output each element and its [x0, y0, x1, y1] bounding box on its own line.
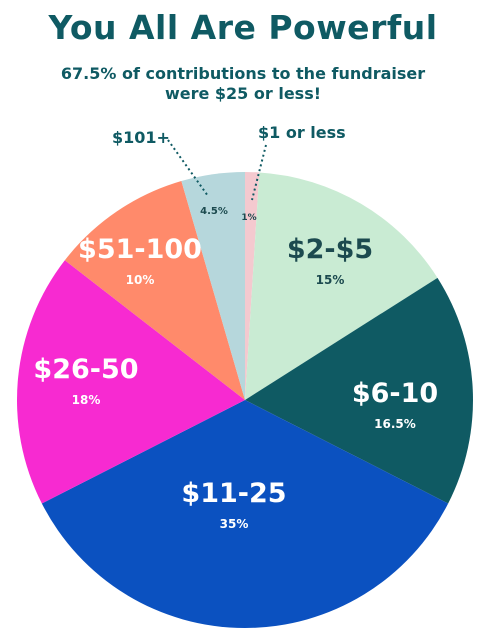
slice-pct-11-25: 35% — [220, 517, 249, 531]
pie-slice-2-5 — [245, 172, 438, 400]
callout-label-101: $101+ — [112, 128, 170, 147]
slice-label-11-25: $11-25 — [181, 478, 286, 509]
pie-slice-51-100 — [64, 181, 245, 400]
slice-pct-51-100: 10% — [126, 273, 155, 287]
callout-label-1-or-less: $1 or less — [258, 123, 346, 142]
pie-slice-6-10 — [245, 277, 473, 504]
slice-label-51-100: $51-100 — [78, 234, 202, 265]
slice-pct-2-5: 15% — [316, 273, 345, 287]
slice-pct-1-or-less: 1% — [241, 213, 256, 223]
slice-label-2-5: $2-$5 — [287, 234, 373, 265]
pie-slice-11-25 — [41, 400, 449, 628]
slice-pct-26-50: 18% — [72, 393, 101, 407]
slice-label-6-10: $6-10 — [352, 378, 438, 409]
pie-slice-26-50 — [17, 260, 246, 504]
callout-leader-101 — [167, 139, 209, 197]
chart-title: You All Are Powerful — [48, 8, 438, 47]
chart-subtitle: 67.5% of contributions to the fundraiser… — [60, 64, 426, 103]
slice-pct-6-10: 16.5% — [374, 417, 416, 431]
slice-pct-101: 4.5% — [200, 206, 228, 217]
pie-slice-1-or-less — [245, 172, 260, 400]
pie-slice-101 — [181, 172, 245, 400]
slice-label-26-50: $26-50 — [33, 354, 138, 385]
